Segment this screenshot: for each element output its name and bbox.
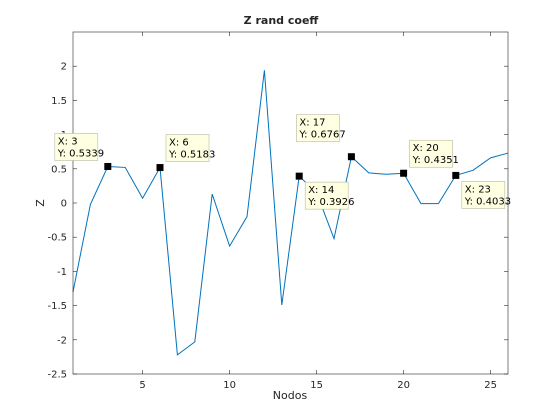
- plot-area: [73, 32, 508, 374]
- x-tick-label: 5: [139, 380, 145, 391]
- y-tick-label: 1.5: [51, 96, 67, 107]
- x-axis-label: Nodos: [273, 389, 308, 402]
- datatip-marker: [104, 162, 112, 170]
- datatip-y-label: Y: 0.3926: [307, 197, 354, 208]
- datatip: X: 6Y: 0.5183: [156, 134, 215, 172]
- datatip: X: 20Y: 0.4351: [400, 139, 459, 177]
- datatip-marker: [347, 153, 355, 161]
- y-tick-label: 2: [61, 62, 67, 73]
- datatip: X: 23Y: 0.4033: [452, 171, 511, 209]
- datatip: X: 17Y: 0.6767: [296, 114, 355, 161]
- y-tick-label: -1.5: [47, 301, 67, 312]
- datatip-y-label: Y: 0.5339: [57, 148, 104, 159]
- datatips-layer: X: 3Y: 0.5339 X: 6Y: 0.5183 X: 14Y: 0.3926…: [54, 114, 511, 210]
- y-tick-label: -2: [57, 335, 67, 346]
- datatip-marker: [452, 171, 460, 179]
- datatip-x-label: X: 6: [169, 138, 189, 149]
- datatip-y-label: Y: 0.6767: [298, 130, 345, 141]
- y-tick-label: -0.5: [47, 233, 67, 244]
- y-tick-label: 0.5: [51, 164, 67, 175]
- datatip: X: 14Y: 0.3926: [295, 172, 355, 210]
- y-axis-label: Z: [34, 199, 47, 207]
- chart-title: Z rand coeff: [244, 14, 319, 27]
- datatip-box: [296, 114, 340, 143]
- datatip-y-label: Y: 0.5183: [168, 150, 215, 161]
- datatip-marker: [400, 169, 408, 177]
- datatip-box: [409, 139, 453, 168]
- series-line: [72, 70, 509, 356]
- datatip-box: [54, 133, 99, 161]
- datatip-box: [165, 134, 210, 162]
- datatip-y-label: Y: 0.4033: [464, 196, 511, 207]
- axes-box: [72, 31, 509, 375]
- y-tick-label: -1: [57, 267, 67, 278]
- x-tick-label: 10: [223, 380, 236, 391]
- x-tick-label: 20: [397, 380, 410, 391]
- datatip-x-label: X: 23: [465, 184, 491, 195]
- datatip-marker: [295, 172, 303, 180]
- y-tick-label: -2.5: [47, 370, 67, 381]
- datatip-x-label: X: 3: [58, 136, 78, 147]
- datatip: X: 3Y: 0.5339: [54, 133, 112, 170]
- datatip-y-label: Y: 0.4351: [412, 155, 459, 166]
- datatip-x-label: X: 14: [308, 185, 334, 196]
- datatip-x-label: X: 17: [299, 118, 325, 129]
- x-tick-label: 25: [484, 380, 497, 391]
- datatip-box: [461, 181, 506, 209]
- y-tick-label: 0: [61, 199, 67, 210]
- x-tick-label: 15: [310, 380, 323, 391]
- datatip-x-label: X: 20: [413, 143, 439, 154]
- datatip-marker: [156, 164, 164, 172]
- datatip-box: [304, 181, 349, 210]
